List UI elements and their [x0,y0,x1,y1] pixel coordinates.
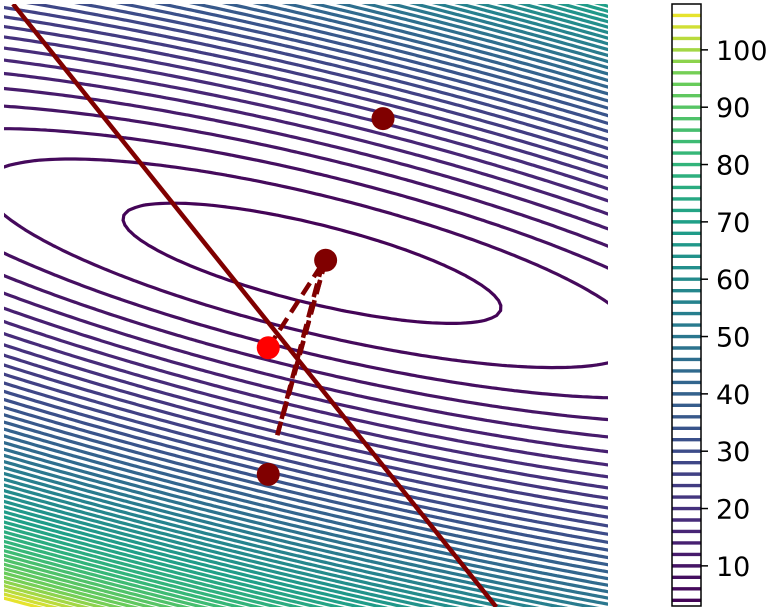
contour-level-28 [4,4,608,528]
colorbar-tick-label-60: 60 [716,265,750,296]
colorbar-tick-label-50: 50 [716,323,750,354]
contour-level-98 [4,579,107,607]
contour-level-12 [4,86,608,439]
contour-level-84 [4,549,227,607]
contour-level-100 [4,584,91,607]
contour-level-96 [4,575,123,607]
colorbar: 10 20 30 40 50 60 70 80 90 100 [671,3,768,607]
marker-point-1 [256,462,280,486]
colorbar-tick-label-40: 40 [716,380,750,411]
contour-level-26 [4,5,608,519]
contour-level-104 [4,592,59,607]
contour-level-44 [4,4,608,587]
marker-point-4 [256,336,280,360]
contour-level-60 [4,4,608,607]
marker-point-2 [314,248,338,272]
contour-level-14 [4,71,608,454]
contour-level-80 [4,539,265,607]
colorbar-frame [671,3,702,607]
contour-level-72 [4,520,345,607]
contour-level-6 [4,157,608,370]
contour-level-94 [4,571,140,607]
contour-level-92 [4,566,157,607]
contour-level-24 [4,15,608,510]
colorbar-tick-label-80: 80 [716,151,750,182]
contour-level-48 [4,4,608,600]
contour-level-74 [4,525,325,607]
contour-level-68 [4,4,608,607]
colorbar-tick-label-20: 20 [716,495,750,526]
contour-level-66 [4,4,608,607]
contour-level-18 [4,46,608,479]
contour-level-106 [4,596,44,607]
contour-level-42 [4,4,608,581]
contour-level-34 [4,4,608,552]
contour-level-50 [4,4,608,606]
contour-level-88 [4,558,191,607]
contour-level-62 [4,4,608,607]
contour-level-56 [4,4,608,607]
contour-level-38 [4,4,608,567]
contour-level-32 [4,4,608,544]
colorbar-tick-label-30: 30 [716,437,750,468]
contour-level-16 [4,58,608,467]
colorbar-tick-label-100: 100 [716,36,768,67]
contour-level-52 [4,4,608,607]
optimization-overlay [11,4,499,607]
contour-level-22 [4,24,608,500]
colorbar-tick-label-70: 70 [716,208,750,239]
contour-level-36 [4,4,608,560]
colorbar-tick-label-10: 10 [716,552,750,583]
contour-level-64 [4,4,608,607]
contour-level-86 [4,553,209,607]
contour-level-10 [4,104,608,422]
constraint-line [11,4,499,607]
contour-level-30 [4,4,608,536]
contour-level-70 [4,4,608,607]
dashed-step-4 [279,259,328,421]
contour-level-90 [4,562,174,607]
dashed-step-1 [266,262,325,349]
contour-level-102 [4,588,75,607]
contour-level-78 [4,534,284,607]
contour-level-58 [4,4,608,607]
marker-point-3 [371,107,395,131]
contour-level-82 [4,544,246,607]
contour-level-4 [121,201,503,325]
contour-lines [4,4,608,607]
contour-level-76 [4,530,304,607]
contour-level-46 [4,4,608,594]
contour-level-54 [4,4,608,607]
contour-level-20 [4,35,608,490]
contour-level-40 [4,4,608,574]
colorbar-tick-label-90: 90 [716,93,750,124]
